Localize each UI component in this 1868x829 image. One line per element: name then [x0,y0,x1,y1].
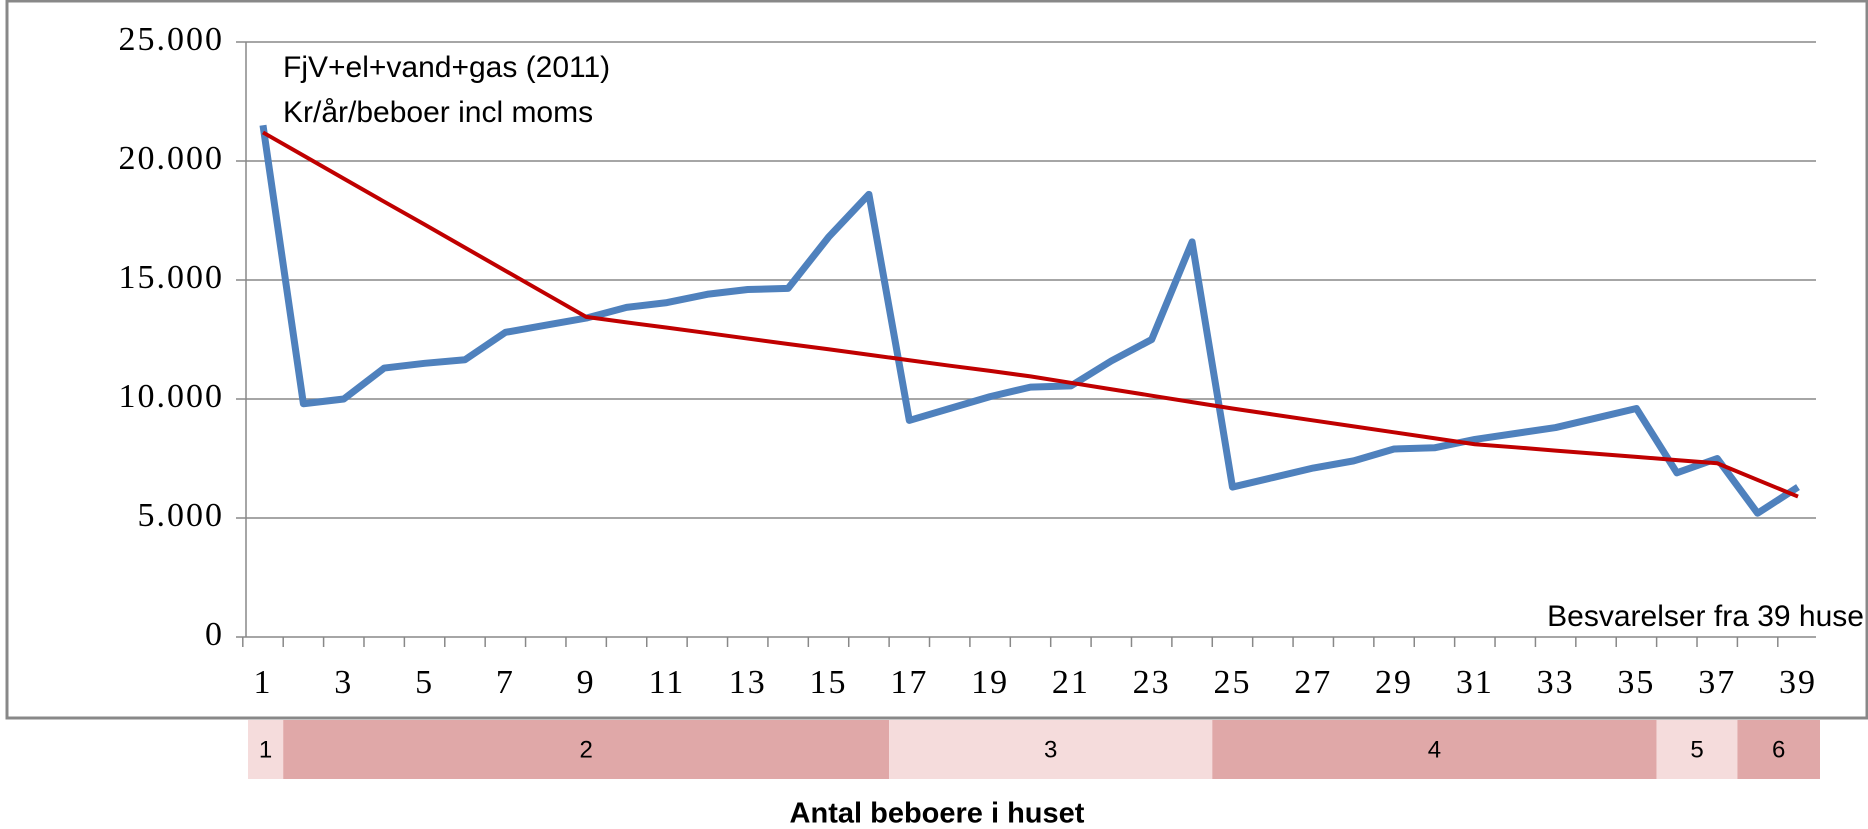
group-label: 6 [1772,736,1785,763]
group-label: 2 [579,736,592,763]
x-tick-label: 1 [254,664,273,701]
x-tick-label: 9 [577,664,596,701]
x-axis-label: Antal beboere i huset [790,798,1085,829]
y-tick-label: 5.000 [138,497,225,534]
annotation: Besvarelser fra 39 huse [1547,600,1864,633]
x-tick-label: 33 [1537,664,1575,701]
x-tick-label: 5 [415,664,434,701]
group-band [248,720,284,779]
x-tick-label: 17 [890,664,928,701]
x-tick-label: 15 [810,664,848,701]
plot-frame [5,0,1868,720]
x-tick-label: 13 [729,664,767,701]
x-tick-label: 3 [334,664,353,701]
x-tick-label: 39 [1779,664,1817,701]
x-tick-label: 19 [971,664,1009,701]
group-label: 1 [259,736,272,763]
group-band [1656,720,1738,779]
x-tick-label: 31 [1456,664,1494,701]
x-tick-label: 11 [649,664,686,701]
x-tick-label: 29 [1375,664,1413,701]
y-tick-label: 0 [205,616,224,653]
y-tick-label: 10.000 [119,378,225,415]
group-label: 3 [1044,736,1057,763]
group-band [1737,720,1820,779]
group-label: 4 [1428,736,1441,763]
series-line [259,124,1800,517]
x-tick-label: 37 [1698,664,1736,701]
annotation: Kr/år/beboer incl moms [283,96,593,129]
annotation: FjV+el+vand+gas (2011) [283,51,610,84]
x-tick-label: 25 [1213,664,1251,701]
group-band [889,720,1213,779]
series-line [262,130,1799,499]
group-band [1212,720,1657,779]
group-label: 5 [1690,736,1703,763]
x-tick-label: 35 [1617,664,1655,701]
x-tick-label: 23 [1133,664,1171,701]
x-tick-label: 7 [496,664,515,701]
y-tick-label: 25.000 [119,21,225,58]
x-tick-label: 21 [1052,664,1090,701]
group-band [283,720,890,779]
y-tick-label: 15.000 [119,259,225,296]
y-tick-label: 20.000 [119,140,225,177]
x-tick-label: 27 [1294,664,1332,701]
